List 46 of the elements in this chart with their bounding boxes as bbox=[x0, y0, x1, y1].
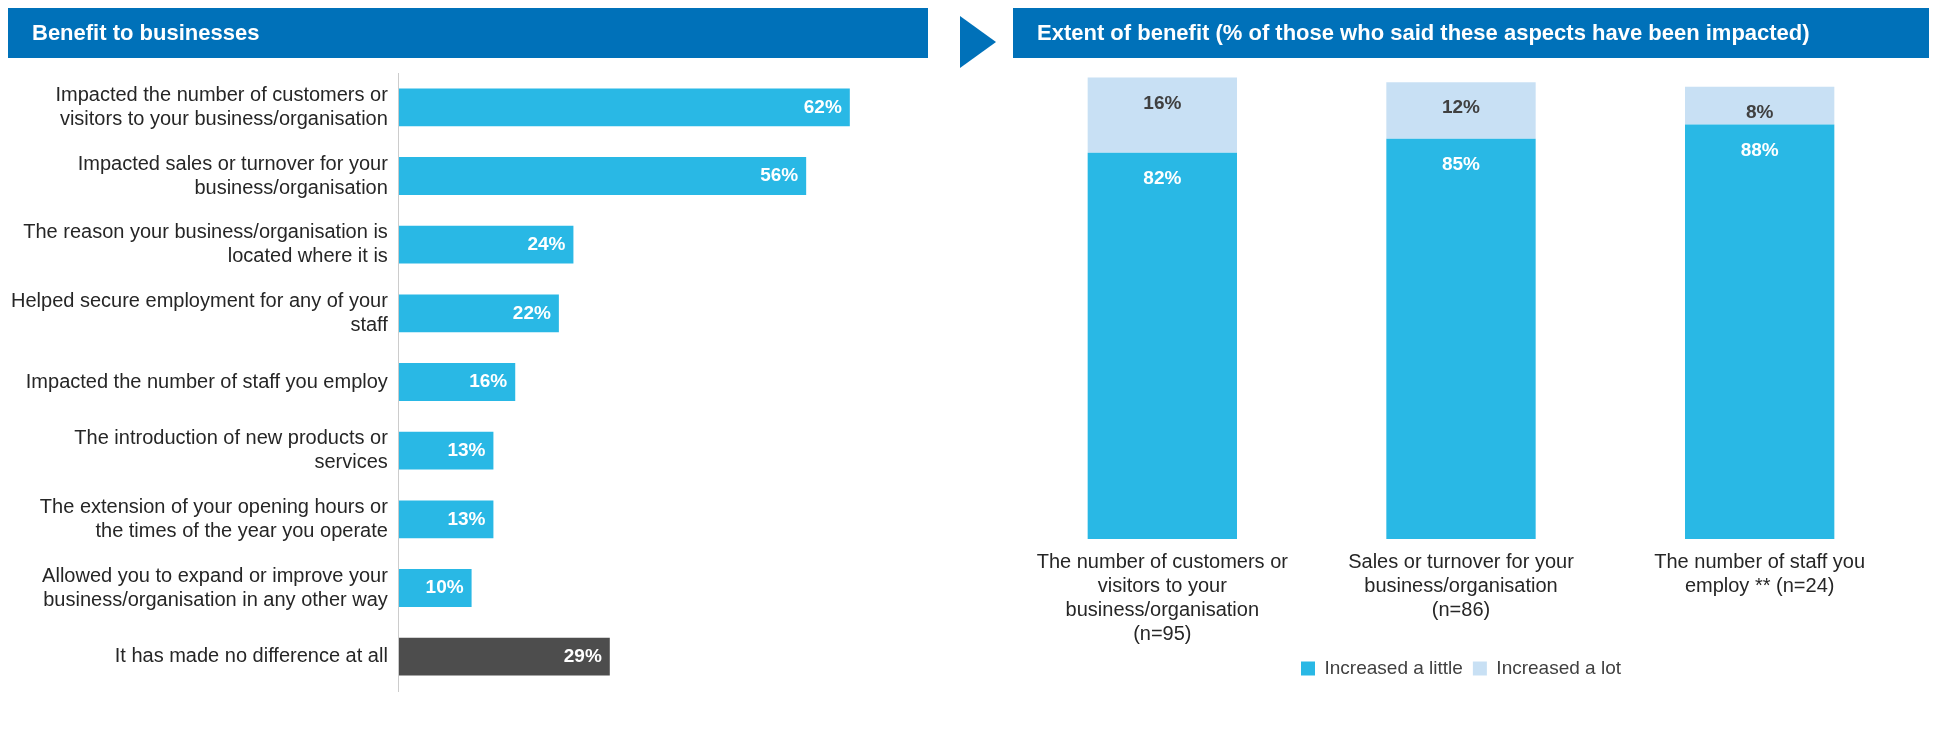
bar bbox=[1087, 152, 1237, 539]
x-tick-label: Sales or turnover for your business/organisation (n=86) bbox=[1348, 549, 1575, 620]
data-label: 13% bbox=[447, 507, 486, 529]
bar bbox=[398, 500, 494, 539]
y-tick-label: It has made no difference at all bbox=[114, 644, 388, 667]
data-label: 62% bbox=[803, 95, 842, 117]
data-label: 12% bbox=[1441, 96, 1481, 118]
data-label: 82% bbox=[1143, 167, 1182, 189]
data-label: 16% bbox=[469, 370, 508, 392]
data-label: 10% bbox=[425, 576, 464, 598]
data-label: 22% bbox=[512, 301, 551, 323]
y-tick-label: Helped secure employment for any of your staff bbox=[11, 288, 389, 335]
data-label: 24% bbox=[527, 232, 566, 254]
data-label: 88% bbox=[1740, 138, 1779, 160]
legend-label: Increased a little bbox=[1324, 656, 1463, 678]
bar bbox=[1685, 86, 1835, 125]
data-label: 13% bbox=[447, 438, 486, 460]
y-tick-label: The extension of your opening hours or the times of the year you operate bbox=[39, 494, 389, 541]
bar bbox=[398, 88, 850, 127]
data-label: 16% bbox=[1143, 91, 1182, 113]
bar bbox=[398, 569, 472, 607]
y-tick-label: Impacted sales or turnover for your business/organisation bbox=[77, 151, 389, 198]
x-tick-label: The number of staff you employ ** (n=24) bbox=[1654, 549, 1866, 596]
chart-title: Extent of benefit (% of those who said these aspects have been impacted) bbox=[1013, 8, 1929, 58]
data-label: 29% bbox=[563, 644, 602, 666]
y-tick-label: The reason your business/organisation is located where it is bbox=[23, 220, 388, 267]
bar bbox=[398, 363, 516, 401]
bar bbox=[398, 225, 574, 264]
bar bbox=[1087, 77, 1237, 153]
bar bbox=[1685, 124, 1835, 539]
legend-label: Increased a lot bbox=[1496, 656, 1622, 678]
y-tick-label: The introduction of new products or services bbox=[74, 426, 389, 473]
bar bbox=[398, 294, 559, 333]
text: Benefit to businesses bbox=[8, 8, 928, 58]
y-tick-label: Impacted the number of staff you employ bbox=[25, 369, 388, 392]
x-tick-label: The number of customers or visitors to your business/organisation (n=95) bbox=[1036, 549, 1289, 644]
y-tick-label: Allowed you to expand or improve your business/organisation in any other way bbox=[42, 563, 389, 610]
y-tick-label: Impacted the number of customers or visitors to your business/organisation bbox=[55, 82, 389, 129]
bar bbox=[398, 637, 610, 676]
data-label: 8% bbox=[1745, 101, 1774, 123]
bar bbox=[398, 431, 494, 470]
bar bbox=[1386, 138, 1536, 539]
data-label: 56% bbox=[760, 164, 799, 186]
data-label: 85% bbox=[1441, 152, 1481, 174]
bar bbox=[398, 157, 807, 195]
bar bbox=[1386, 82, 1536, 139]
